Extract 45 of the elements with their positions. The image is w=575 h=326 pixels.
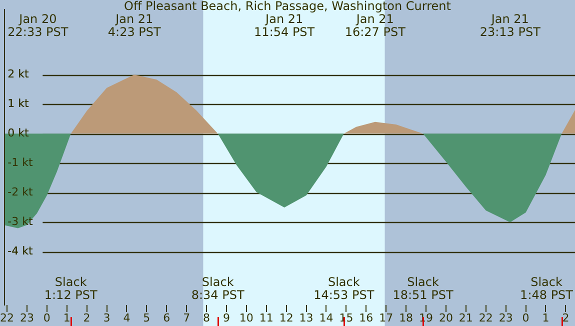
annotation: Jan 21 11:54 PST <box>254 12 316 40</box>
x-tick-label: 21 <box>458 311 473 324</box>
y-tick-label: -4 kt <box>8 244 34 258</box>
x-tick-label: 6 <box>163 311 170 324</box>
annotation: Jan 21 4:23 PST <box>108 12 162 40</box>
x-tick-label: 0 <box>522 311 530 324</box>
x-tick-label: 18 <box>399 311 414 324</box>
x-tick-label: 12 <box>279 311 294 324</box>
x-tick-label: 3 <box>103 311 110 324</box>
y-tick-label: 2 kt <box>8 67 30 80</box>
y-tick-label: -1 kt <box>8 156 34 170</box>
x-tick-label: 20 <box>438 311 453 324</box>
annotation: Jan 21 23:13 PST <box>480 12 542 40</box>
x-tick-label: 5 <box>143 311 150 324</box>
x-tick-label: 2 <box>83 311 90 324</box>
x-tick-label: 13 <box>299 311 314 324</box>
y-tick-label: 0 kt <box>8 126 30 140</box>
x-tick-label: 7 <box>183 311 190 324</box>
x-tick-label: 16 <box>359 311 374 324</box>
annotation: Jan 21 16:27 PST <box>344 12 406 40</box>
x-tick-label: 2 <box>562 311 570 324</box>
x-tick-label: 9 <box>222 311 230 324</box>
x-tick-label: 14 <box>319 311 334 324</box>
x-tick-label: 22 <box>478 311 493 324</box>
x-tick-label: 8 <box>203 311 210 324</box>
x-tick-label: 15 <box>339 311 354 324</box>
ref-line-label: Slack 14:53 PST <box>314 275 375 302</box>
x-tick-label: 23 <box>498 311 513 324</box>
x-tick-label: 23 <box>20 311 34 324</box>
x-tick-label: 4 <box>123 311 130 324</box>
chart-title: Off Pleasant Beach, Rich Passage, Washington Current <box>124 0 452 14</box>
annotation: Jan 20 22:33 PST <box>8 12 69 40</box>
x-tick-label: 1 <box>63 311 70 324</box>
x-tick-label: 0 <box>43 311 50 324</box>
y-tick-label: 1 kt <box>8 96 30 110</box>
x-tick-label: 10 <box>239 311 254 324</box>
ref-line-label: Slack 1:12 PST <box>44 275 98 302</box>
x-tick-label: 11 <box>259 311 274 324</box>
x-tick-label: 17 <box>379 311 394 324</box>
ref-line-label: Slack 1:48 PST <box>520 275 574 302</box>
y-tick-label: -2 kt <box>8 186 34 199</box>
x-tick-label: 22 <box>0 311 14 324</box>
x-tick-label: 1 <box>542 311 550 324</box>
ref-line-label: Slack 8:34 PST <box>191 275 245 302</box>
ref-line-label: Slack 18:51 PST <box>392 275 454 302</box>
